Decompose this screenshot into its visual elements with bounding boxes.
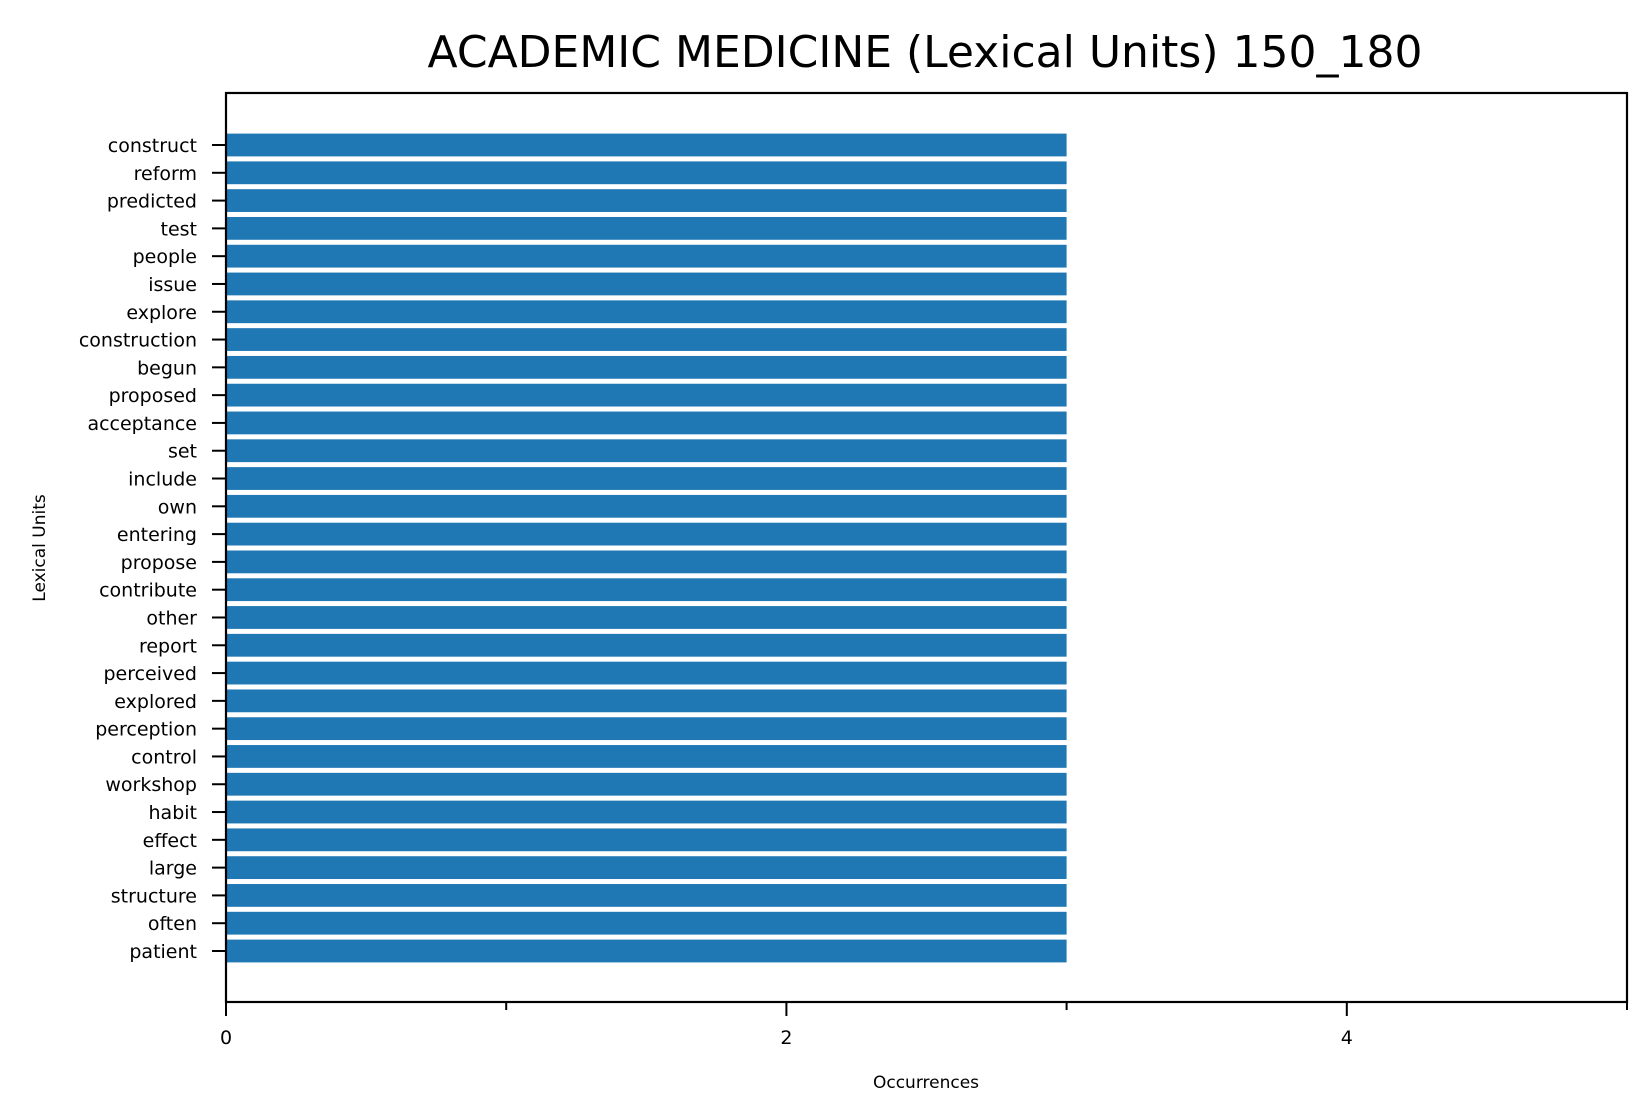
- y-tick-label: effect: [143, 830, 197, 852]
- y-tick-label: workshop: [105, 774, 197, 796]
- bar-test: [226, 216, 1067, 240]
- y-tick-label: construct: [108, 135, 197, 157]
- bar-explored: [226, 689, 1067, 713]
- y-axis-label: Lexical Units: [30, 494, 50, 602]
- bar-explore: [226, 300, 1067, 324]
- bar-proposed: [226, 383, 1067, 407]
- x-axis-ticks: 0 2 4: [220, 1002, 1628, 1049]
- bar-include: [226, 467, 1067, 490]
- bar-construct: [226, 133, 1067, 157]
- y-tick-label: own: [158, 496, 197, 518]
- y-tick-label: begun: [137, 357, 197, 379]
- bar-predicted: [226, 189, 1067, 212]
- y-tick-label: test: [161, 218, 198, 240]
- bar-entering: [226, 522, 1067, 546]
- y-tick-label: perceived: [103, 663, 197, 685]
- bar-workshop: [226, 772, 1067, 796]
- y-tick-label: contribute: [99, 580, 197, 602]
- bar-propose: [226, 550, 1067, 574]
- y-axis-ticks: construct reform predicted test people issue e…: [79, 135, 226, 963]
- y-tick-label: structure: [111, 885, 197, 907]
- y-tick-label: set: [168, 441, 197, 463]
- plot-frame: [224, 91, 1629, 1004]
- x-axis-label: Occurrences: [873, 1073, 979, 1093]
- bar-structure: [226, 884, 1067, 907]
- x-tick-label: 0: [220, 1027, 232, 1049]
- y-tick-label: control: [131, 746, 197, 768]
- y-tick-label: often: [148, 913, 197, 935]
- bar-set: [226, 439, 1067, 463]
- bar-often: [226, 911, 1067, 935]
- y-tick-label: habit: [149, 802, 197, 824]
- y-tick-label: patient: [129, 941, 197, 963]
- bar-issue: [226, 272, 1067, 296]
- bar-construction: [226, 328, 1067, 351]
- y-tick-label: people: [133, 246, 197, 268]
- x-tick-label: 2: [780, 1027, 792, 1049]
- chart-title: ACADEMIC MEDICINE (Lexical Units) 150_18…: [428, 27, 1423, 78]
- bar-perceived: [226, 661, 1067, 685]
- y-tick-label: perception: [95, 719, 197, 741]
- bar-control: [226, 745, 1067, 768]
- y-tick-label: propose: [121, 552, 197, 574]
- bar-patient: [226, 939, 1067, 963]
- bar-reform: [226, 161, 1067, 185]
- y-tick-label: acceptance: [87, 413, 197, 435]
- bar-own: [226, 494, 1067, 518]
- x-tick-label: 4: [1341, 1027, 1353, 1049]
- y-tick-label: construction: [79, 330, 197, 352]
- bars-group: [226, 133, 1067, 963]
- y-tick-label: include: [128, 469, 197, 491]
- bar-habit: [226, 800, 1067, 824]
- y-tick-label: reform: [134, 163, 197, 185]
- y-tick-label: explored: [114, 691, 197, 713]
- bar-effect: [226, 828, 1067, 852]
- y-tick-label: explore: [126, 302, 197, 324]
- y-tick-label: report: [139, 635, 197, 657]
- bar-begun: [226, 355, 1067, 379]
- y-tick-label: entering: [117, 524, 197, 546]
- y-tick-label: other: [146, 607, 197, 629]
- bar-contribute: [226, 578, 1067, 602]
- bar-acceptance: [226, 411, 1067, 435]
- bar-report: [226, 633, 1067, 657]
- bar-other: [226, 606, 1067, 629]
- bar-large: [226, 856, 1067, 880]
- bar-perception: [226, 717, 1067, 741]
- bar-people: [226, 244, 1067, 268]
- y-tick-label: predicted: [107, 191, 197, 213]
- y-tick-label: issue: [148, 274, 197, 296]
- y-tick-label: large: [149, 858, 197, 880]
- y-tick-label: proposed: [109, 385, 197, 407]
